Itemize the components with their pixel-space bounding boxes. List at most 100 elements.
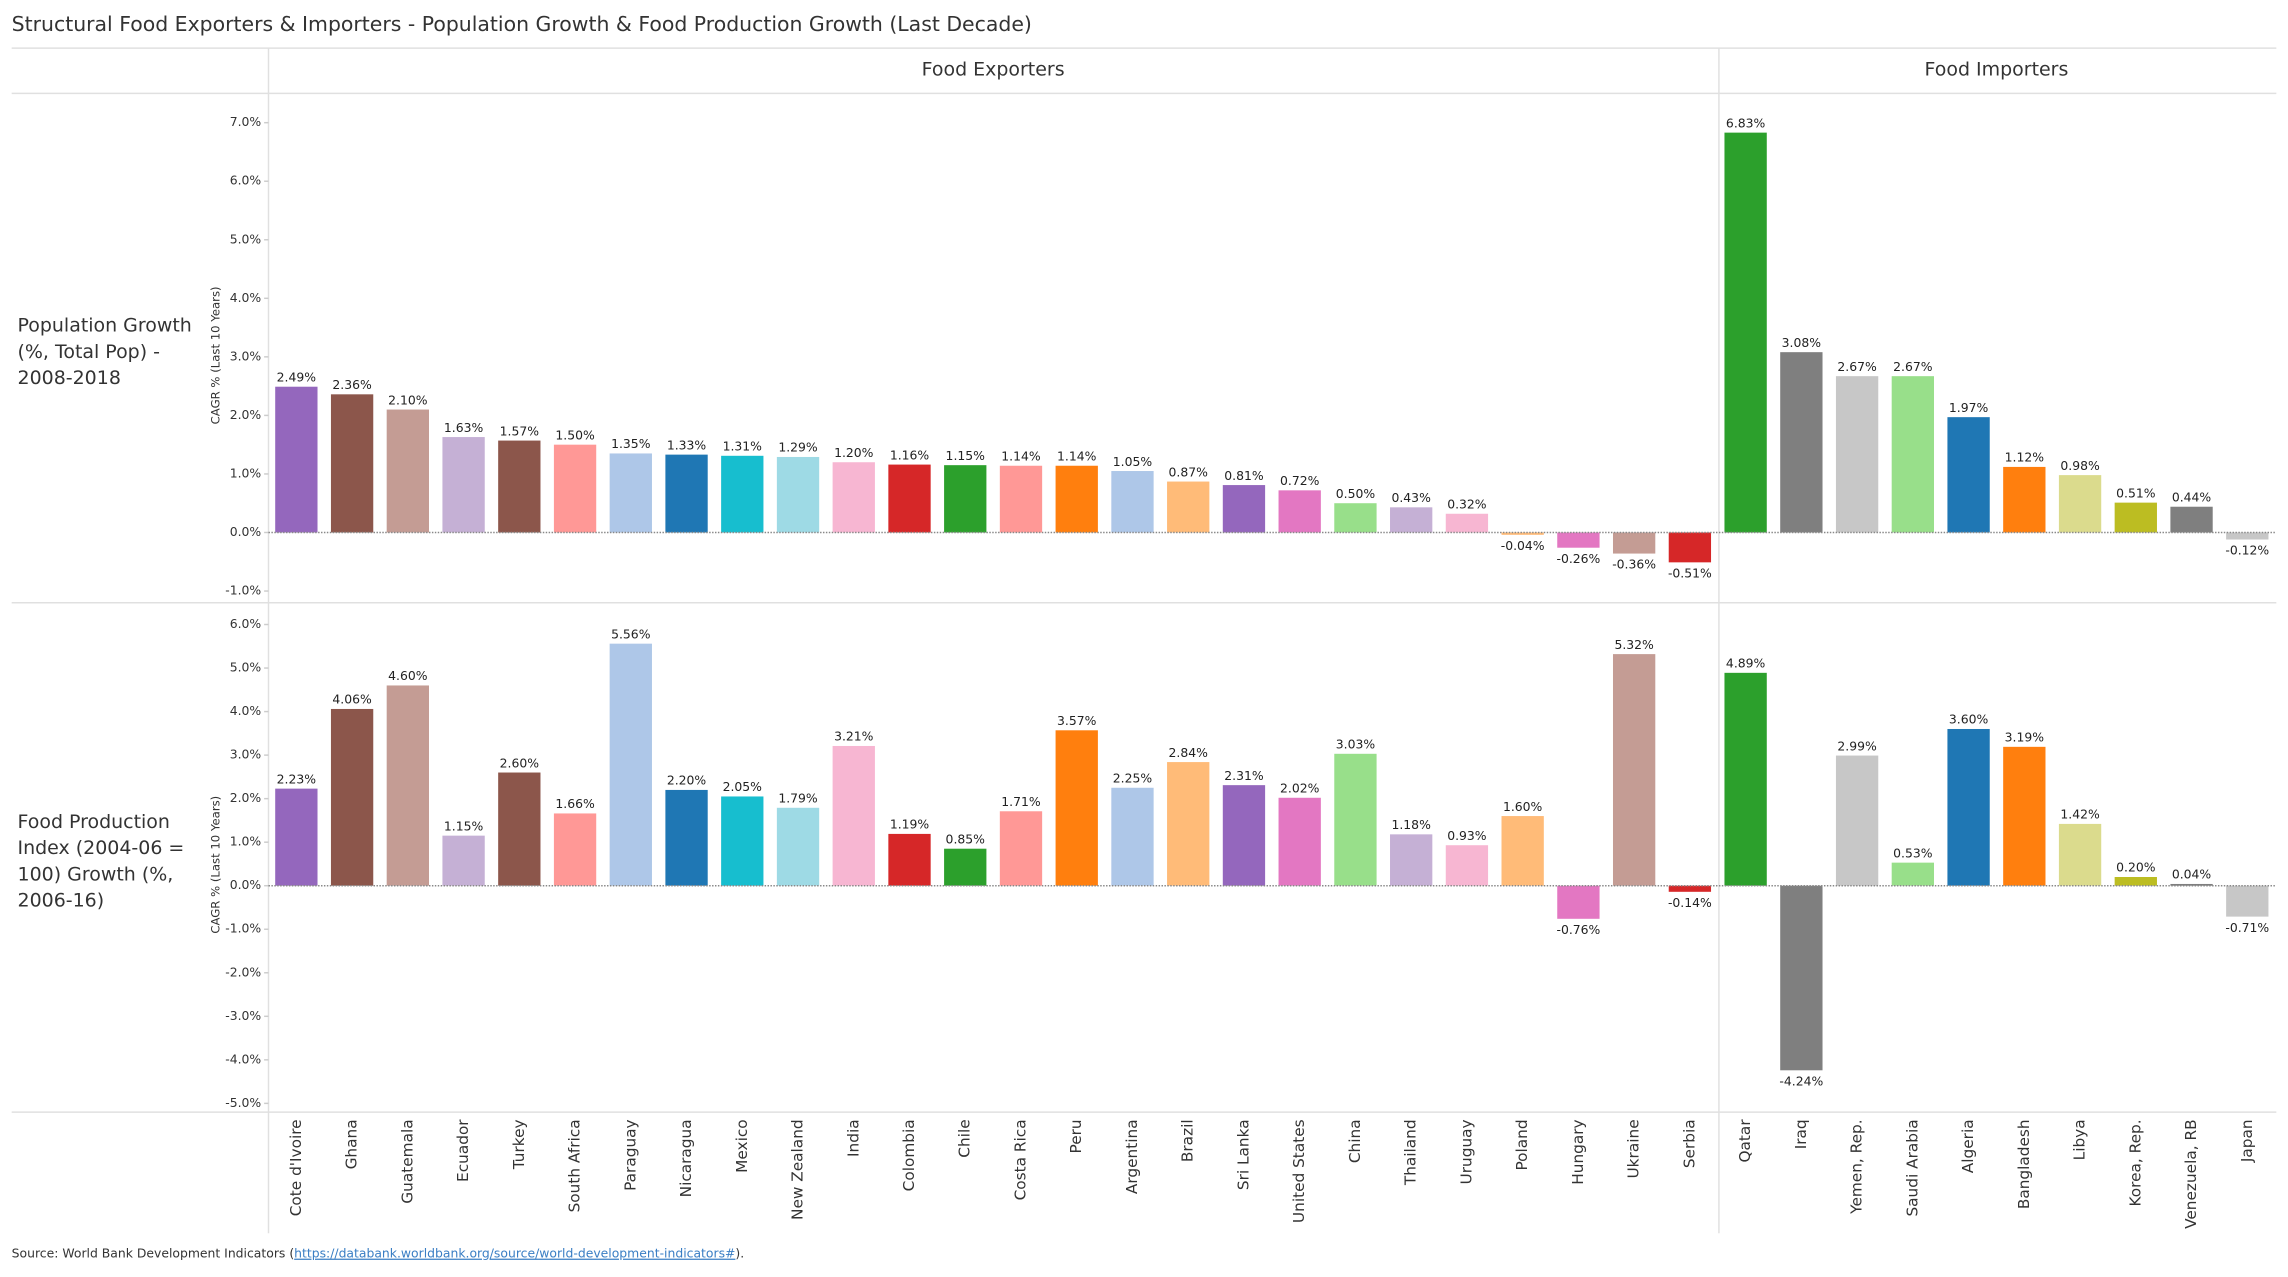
data-label: 1.79% [778, 791, 818, 806]
bar [275, 788, 318, 886]
bar [1445, 513, 1489, 533]
y-tick-label: -2.0% [225, 964, 261, 979]
row-header: (%, Total Pop) - [18, 341, 160, 363]
data-label: 1.15% [946, 448, 986, 463]
data-label: 0.72% [1280, 473, 1320, 488]
x-tick-label: Libya [2071, 1119, 2089, 1160]
bar [553, 444, 597, 533]
data-label: 2.60% [500, 755, 540, 770]
y-tick-label: -4.0% [225, 1051, 261, 1066]
bar [2170, 883, 2213, 886]
x-tick-label: Sri Lanka [1234, 1119, 1252, 1190]
bar [2058, 475, 2102, 533]
bar [1278, 797, 1321, 886]
bar [2170, 506, 2213, 533]
x-tick-label: Korea, Rep. [2126, 1119, 2144, 1206]
data-label: 0.85% [946, 831, 986, 846]
data-label: 0.98% [2060, 458, 2100, 473]
data-label: 0.81% [1224, 468, 1264, 483]
y-tick-label: 2.0% [230, 407, 262, 422]
x-tick-label: Qatar [1736, 1119, 1754, 1163]
data-label: 1.29% [778, 440, 818, 455]
x-tick-label: Uruguay [1457, 1119, 1475, 1184]
bar [665, 454, 708, 533]
data-label: 3.19% [2005, 730, 2045, 745]
bar [1167, 762, 1210, 886]
bar [2058, 823, 2102, 886]
data-label: 0.87% [1169, 464, 1209, 479]
data-label: 1.16% [890, 447, 930, 462]
x-tick-label: Argentina [1123, 1119, 1141, 1194]
data-label: -0.51% [1668, 566, 1712, 581]
x-tick-label: Cote d'Ivoire [287, 1119, 305, 1216]
bar [1780, 352, 1823, 533]
y-tick-label: 5.0% [230, 660, 262, 675]
data-label: 4.60% [388, 668, 428, 683]
data-label: 1.60% [1503, 799, 1543, 814]
data-label: 0.20% [2116, 860, 2156, 875]
x-tick-label: Venezuela, RB [2182, 1119, 2200, 1229]
row-header: 2006-16) [18, 890, 105, 912]
source: Source: World Bank Development Indicator… [12, 1245, 745, 1260]
y-axis-title: CAGR % (Last 10 Years) [208, 796, 222, 934]
y-tick-label: 3.0% [230, 747, 262, 762]
bar [1780, 885, 1823, 1071]
data-label: 1.14% [1001, 448, 1041, 463]
data-label: 1.14% [1057, 448, 1097, 463]
bar [832, 745, 875, 886]
data-label: 0.51% [2116, 485, 2156, 500]
row-header: 100) Growth (%, [18, 863, 174, 885]
bar [609, 453, 652, 533]
data-label: 1.05% [1113, 454, 1153, 469]
bar [1891, 862, 1935, 886]
data-label: 1.42% [2060, 807, 2100, 822]
data-label: 3.08% [1782, 335, 1822, 350]
data-label: 2.67% [1893, 359, 1933, 374]
data-label: -0.71% [2225, 920, 2269, 935]
x-tick-label: Yemen, Rep. [1848, 1119, 1866, 1214]
y-tick-label: 3.0% [230, 348, 262, 363]
x-tick-label: New Zealand [789, 1119, 807, 1220]
bar [832, 462, 875, 533]
bar [1390, 507, 1433, 533]
bar [1055, 730, 1098, 886]
bar [888, 464, 931, 533]
bar [442, 437, 485, 533]
data-label: -0.14% [1668, 895, 1712, 910]
data-label: 1.35% [611, 436, 651, 451]
bar [1668, 885, 1712, 892]
x-tick-label: Japan [2238, 1119, 2256, 1163]
bar [1501, 532, 1544, 535]
x-tick-label: Iraq [1792, 1119, 1810, 1149]
x-tick-label: Hungary [1569, 1119, 1587, 1184]
bar [776, 807, 820, 886]
x-tick-label: China [1346, 1119, 1364, 1163]
x-tick-label: South Africa [566, 1119, 584, 1212]
data-label: 1.31% [723, 439, 763, 454]
y-tick-label: 1.0% [230, 465, 262, 480]
x-tick-label: Peru [1067, 1119, 1085, 1153]
data-label: 6.83% [1726, 115, 1766, 130]
x-tick-label: Colombia [900, 1119, 918, 1191]
data-label: 1.20% [834, 445, 874, 460]
data-label: 1.33% [667, 437, 707, 452]
data-label: 0.44% [2172, 489, 2212, 504]
bar [1724, 132, 1767, 533]
bar [1222, 485, 1266, 533]
bar [330, 394, 374, 533]
x-tick-label: Brazil [1179, 1119, 1197, 1162]
bar [553, 813, 597, 886]
chart-title: Structural Food Exporters & Importers - … [12, 12, 1032, 36]
bar [1390, 834, 1433, 886]
data-label: 5.56% [611, 626, 651, 641]
bar [1222, 785, 1266, 886]
data-label: 2.25% [1113, 771, 1153, 786]
bar [1947, 417, 1990, 533]
data-label: -0.26% [1556, 551, 1600, 566]
data-label: 1.97% [1949, 400, 1989, 415]
x-tick-label: Thailand [1402, 1119, 1420, 1186]
x-tick-label: Algeria [1959, 1119, 1977, 1173]
source-link[interactable]: https://databank.worldbank.org/source/wo… [294, 1245, 735, 1260]
data-label: 2.31% [1224, 768, 1264, 783]
bar [1612, 654, 1656, 886]
